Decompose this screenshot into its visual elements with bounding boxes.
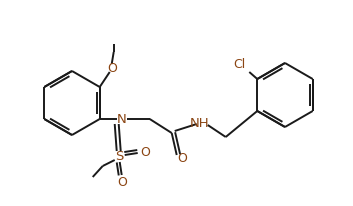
- Text: S: S: [115, 151, 124, 164]
- Text: O: O: [140, 145, 150, 158]
- Text: NH: NH: [190, 117, 210, 130]
- Text: Cl: Cl: [233, 57, 245, 70]
- Text: O: O: [177, 152, 187, 165]
- Text: O: O: [107, 62, 116, 76]
- Text: O: O: [117, 177, 127, 190]
- Text: N: N: [117, 112, 127, 125]
